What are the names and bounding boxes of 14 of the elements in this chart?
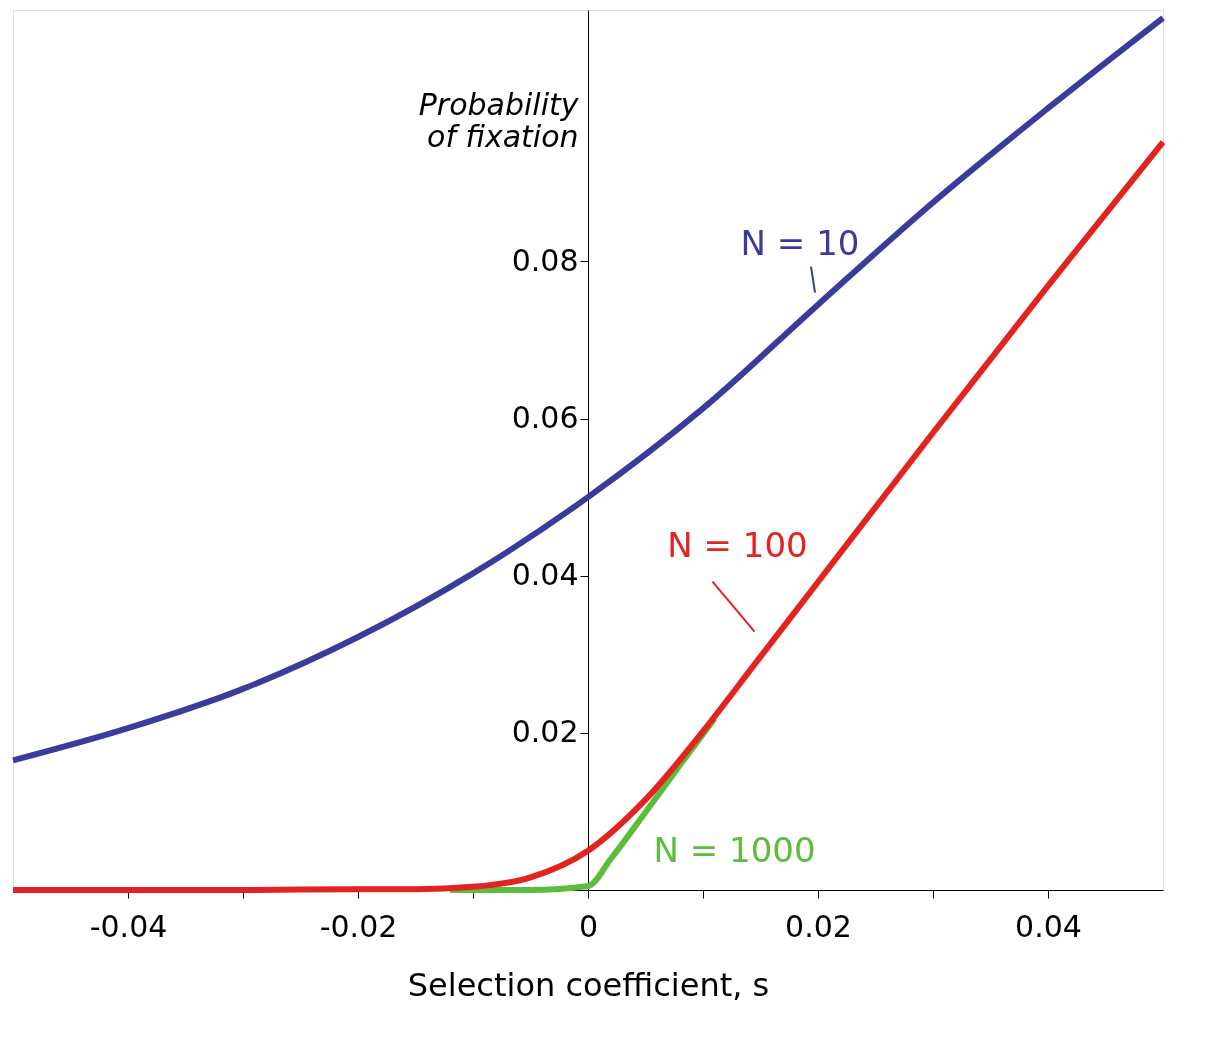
y-axis-title: Probability of fixation (418, 86, 580, 154)
x-tick-label: 0.04 (1015, 908, 1082, 944)
y-tick-label: 0.06 (511, 400, 579, 436)
x-tick-label: -0.02 (319, 908, 398, 944)
y-tick-label: 0.08 (511, 242, 579, 278)
x-tick-label: -0.04 (89, 908, 168, 944)
x-axis-title: Selection coefficient, s (407, 965, 770, 1004)
series-label: N = 1000 (653, 830, 816, 871)
series-label: N = 100 (667, 524, 808, 565)
x-tick-label: 0.02 (785, 908, 852, 944)
y-tick-label: 0.04 (511, 557, 579, 593)
x-tick-label: 0 (578, 908, 599, 944)
y-tick-label: 0.02 (511, 714, 579, 750)
series-label: N = 10 (740, 222, 860, 263)
